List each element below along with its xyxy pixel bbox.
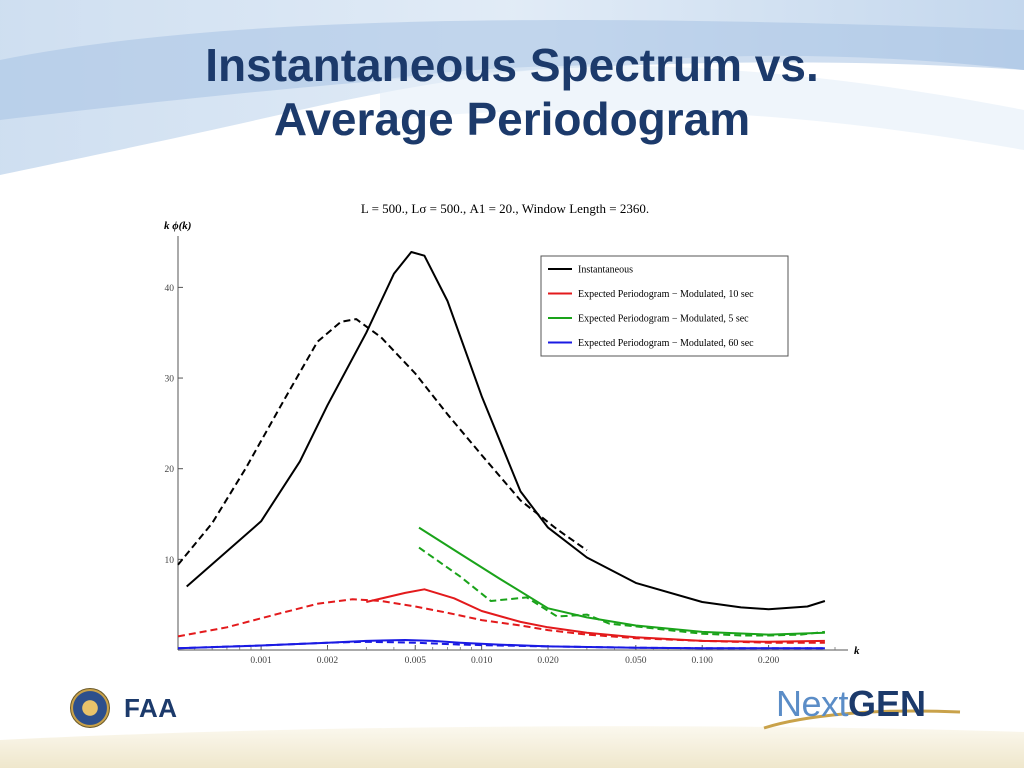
y-tick-label: 20: [165, 465, 175, 475]
legend: Instantaneous Expected Periodogram − Modu…: [540, 255, 789, 357]
axis-ticks: 10 20 30 40 0.001 0.002 0.005 0.010 0.020 0.050 0.…: [165, 284, 836, 666]
nextgen-gen-text: GEN: [848, 683, 927, 724]
nextgen-logo: NextGEN: [762, 680, 962, 732]
x-tick-label: 0.001: [250, 656, 272, 666]
slide-title: Instantaneous Spectrum vs. Average Perio…: [0, 38, 1024, 146]
x-tick-label: 0.200: [758, 656, 780, 666]
series-line-2: [177, 318, 588, 566]
legend-label: Expected Periodogram − Modulated, 5 sec: [578, 314, 749, 325]
y-tick-label: 30: [165, 375, 175, 385]
faa-seal-icon: [70, 688, 110, 728]
x-tick-label: 0.010: [471, 656, 493, 666]
faa-logo: FAA: [70, 688, 178, 728]
x-tick-label: 0.005: [405, 656, 427, 666]
nextgen-next-text: Next: [776, 683, 849, 724]
legend-label: Expected Periodogram − Modulated, 10 sec: [578, 289, 754, 300]
faa-logo-text: FAA: [124, 692, 178, 723]
x-axis-label: k: [854, 645, 860, 657]
x-tick-label: 0.050: [625, 656, 647, 666]
x-tick-label: 0.020: [537, 656, 559, 666]
nextgen-logo-text: NextGEN: [776, 684, 926, 724]
y-axis-label: k ϕ(k): [164, 220, 191, 232]
nextgen-swoosh-icon: [763, 709, 961, 730]
slide-title-line2: Average Periodogram: [273, 93, 751, 145]
y-tick-label: 40: [165, 284, 175, 294]
chart-title: L = 500., Lσ = 500., A1 = 20., Window Le…: [361, 201, 649, 216]
series-group: [177, 251, 826, 650]
series-line-8: [177, 640, 825, 650]
legend-box: [540, 255, 789, 357]
legend-label: Expected Periodogram − Modulated, 60 sec: [578, 338, 754, 349]
series-line-5: [418, 526, 825, 636]
x-tick-label: 0.100: [692, 656, 714, 666]
legend-label: Instantaneous: [578, 265, 633, 276]
x-tick-label: 0.002: [317, 656, 339, 666]
slide-title-line1: Instantaneous Spectrum vs.: [205, 39, 819, 91]
series-line-1: [186, 251, 826, 611]
y-tick-label: 10: [165, 556, 175, 566]
series-line-4: [177, 598, 825, 644]
